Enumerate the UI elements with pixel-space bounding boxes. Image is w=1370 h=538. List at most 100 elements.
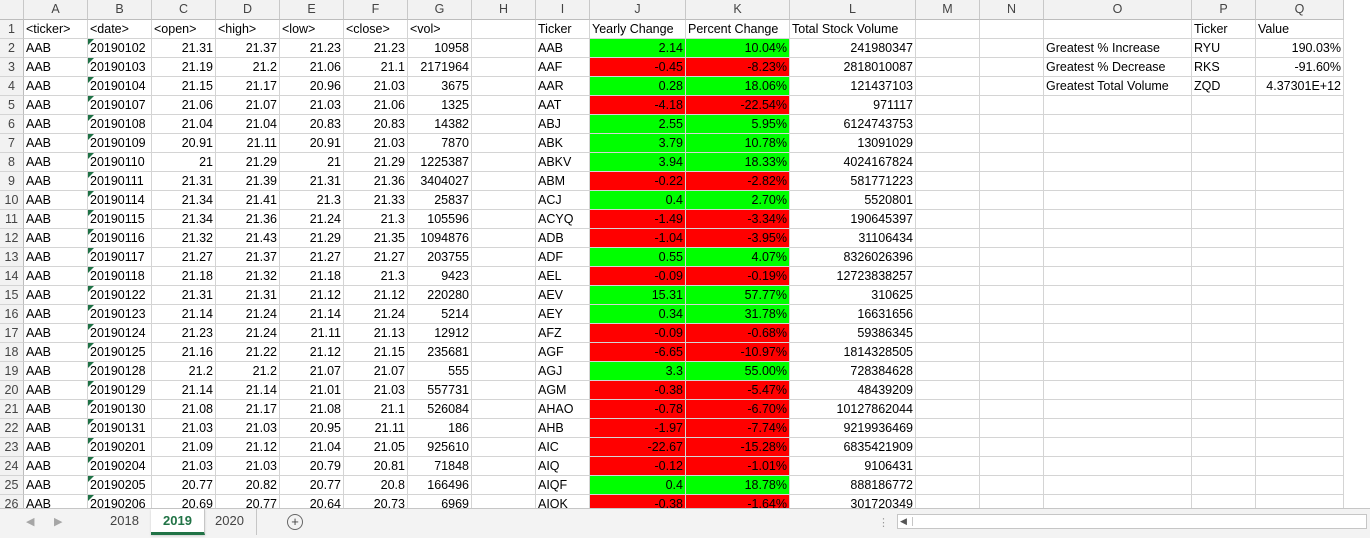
cell[interactable] (1256, 210, 1344, 229)
stats-cell[interactable]: RKS (1192, 58, 1256, 77)
summary-cell[interactable]: 888186772 (790, 476, 916, 495)
cell[interactable] (472, 419, 536, 438)
cell[interactable] (472, 305, 536, 324)
summary-cell[interactable]: -0.45 (590, 58, 686, 77)
raw-header-cell[interactable]: <ticker> (24, 20, 88, 39)
cell[interactable] (1256, 419, 1344, 438)
cell[interactable] (472, 476, 536, 495)
raw-data-cell[interactable]: 925610 (408, 438, 472, 457)
summary-cell[interactable]: 5520801 (790, 191, 916, 210)
summary-cell[interactable]: 10.78% (686, 134, 790, 153)
raw-data-cell[interactable]: 20190108 (88, 115, 152, 134)
stats-header-cell[interactable]: Ticker (1192, 20, 1256, 39)
summary-cell[interactable]: AFZ (536, 324, 590, 343)
summary-header-cell[interactable]: Ticker (536, 20, 590, 39)
cell[interactable] (472, 210, 536, 229)
cell[interactable] (1256, 381, 1344, 400)
cell[interactable] (1044, 343, 1192, 362)
column-header-n[interactable]: N (980, 0, 1044, 20)
raw-data-cell[interactable]: 21.16 (152, 343, 216, 362)
column-header-g[interactable]: G (408, 0, 472, 20)
summary-cell[interactable]: -4.18 (590, 96, 686, 115)
raw-data-cell[interactable]: 21.03 (344, 381, 408, 400)
raw-data-cell[interactable]: 21.23 (344, 39, 408, 58)
cell[interactable] (472, 362, 536, 381)
cell[interactable] (980, 20, 1044, 39)
summary-header-cell[interactable]: Yearly Change (590, 20, 686, 39)
summary-cell[interactable]: -0.12 (590, 457, 686, 476)
raw-data-cell[interactable]: AAB (24, 172, 88, 191)
summary-cell[interactable]: ABKV (536, 153, 590, 172)
cell[interactable] (916, 172, 980, 191)
raw-data-cell[interactable]: 3404027 (408, 172, 472, 191)
spreadsheet-grid[interactable]: A B C D E F G H I J K L M N O P Q 1 <ticker> <date> <open> <h… (0, 0, 1370, 508)
cell[interactable] (916, 343, 980, 362)
cell[interactable] (1256, 286, 1344, 305)
raw-data-cell[interactable]: 20190124 (88, 324, 152, 343)
summary-cell[interactable]: -0.22 (590, 172, 686, 191)
summary-cell[interactable]: 3.3 (590, 362, 686, 381)
raw-data-cell[interactable]: 21.03 (280, 96, 344, 115)
cell[interactable] (916, 153, 980, 172)
column-header-f[interactable]: F (344, 0, 408, 20)
cell[interactable] (980, 115, 1044, 134)
cell[interactable] (1256, 153, 1344, 172)
raw-data-cell[interactable]: AAB (24, 286, 88, 305)
cell[interactable] (1044, 324, 1192, 343)
raw-data-cell[interactable]: 20190205 (88, 476, 152, 495)
raw-data-cell[interactable]: 21.32 (216, 267, 280, 286)
row-header[interactable]: 8 (0, 153, 24, 172)
stats-cell[interactable]: RYU (1192, 39, 1256, 58)
cell[interactable] (1192, 248, 1256, 267)
summary-cell[interactable]: -1.64% (686, 495, 790, 508)
row-header[interactable]: 4 (0, 77, 24, 96)
summary-cell[interactable]: 31106434 (790, 229, 916, 248)
cell[interactable] (472, 172, 536, 191)
cell[interactable] (1256, 362, 1344, 381)
cell[interactable] (1192, 362, 1256, 381)
summary-cell[interactable]: 0.4 (590, 476, 686, 495)
cell[interactable] (980, 39, 1044, 58)
raw-data-cell[interactable]: 21.24 (216, 324, 280, 343)
column-header-p[interactable]: P (1192, 0, 1256, 20)
cell[interactable] (916, 457, 980, 476)
raw-data-cell[interactable]: 20.81 (344, 457, 408, 476)
summary-cell[interactable]: -10.97% (686, 343, 790, 362)
cell[interactable] (1192, 438, 1256, 457)
summary-cell[interactable]: -1.49 (590, 210, 686, 229)
cell[interactable] (472, 20, 536, 39)
cell[interactable] (916, 115, 980, 134)
cell[interactable] (916, 248, 980, 267)
summary-cell[interactable]: ADB (536, 229, 590, 248)
cell[interactable] (1256, 96, 1344, 115)
row-header[interactable]: 5 (0, 96, 24, 115)
cell[interactable] (1192, 172, 1256, 191)
row-header[interactable]: 19 (0, 362, 24, 381)
raw-data-cell[interactable]: 21.07 (216, 96, 280, 115)
cell[interactable] (916, 210, 980, 229)
cell[interactable] (1192, 476, 1256, 495)
raw-data-cell[interactable]: 20190115 (88, 210, 152, 229)
cell[interactable] (1192, 305, 1256, 324)
summary-cell[interactable]: -22.54% (686, 96, 790, 115)
cell[interactable] (472, 191, 536, 210)
cell[interactable] (1044, 286, 1192, 305)
raw-data-cell[interactable]: 1094876 (408, 229, 472, 248)
cell[interactable] (1256, 438, 1344, 457)
cell[interactable] (1256, 324, 1344, 343)
summary-cell[interactable]: -6.70% (686, 400, 790, 419)
raw-data-cell[interactable]: 21.31 (152, 286, 216, 305)
cell[interactable] (980, 134, 1044, 153)
cell[interactable] (472, 324, 536, 343)
cell[interactable] (472, 400, 536, 419)
cell[interactable] (1256, 191, 1344, 210)
cell[interactable] (1192, 153, 1256, 172)
summary-cell[interactable]: 3.79 (590, 134, 686, 153)
cell[interactable] (916, 39, 980, 58)
raw-data-cell[interactable]: 20.69 (152, 495, 216, 508)
raw-data-cell[interactable]: 21.24 (216, 305, 280, 324)
row-header[interactable]: 24 (0, 457, 24, 476)
raw-data-cell[interactable]: 21.03 (216, 457, 280, 476)
summary-cell[interactable]: 59386345 (790, 324, 916, 343)
cell[interactable] (1256, 305, 1344, 324)
